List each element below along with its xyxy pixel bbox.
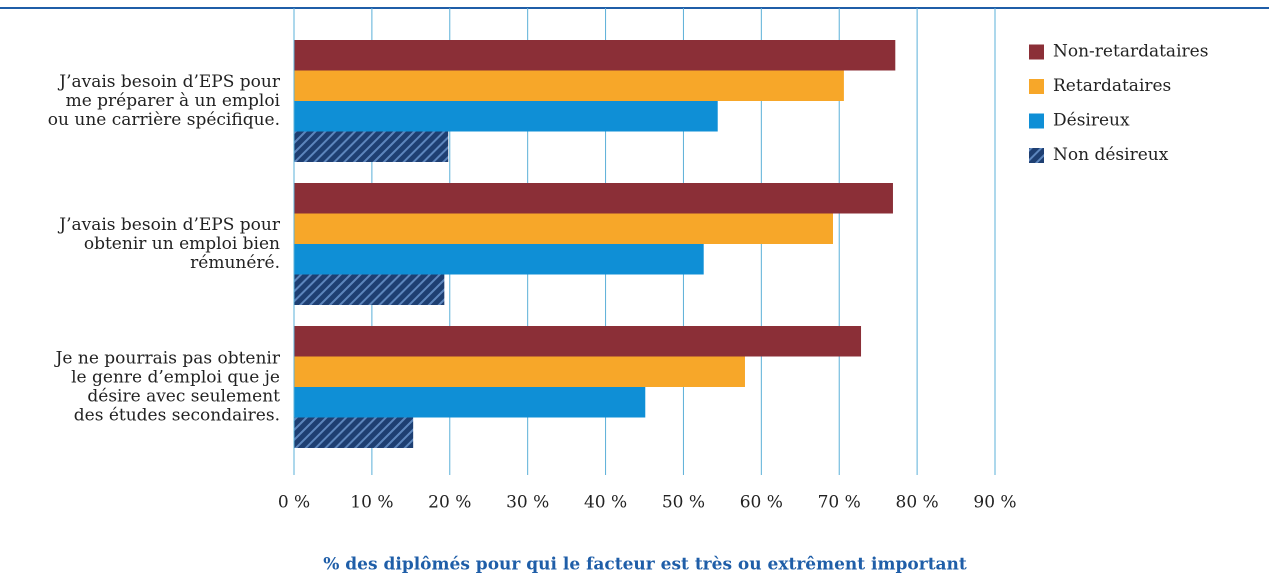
- bar: [294, 326, 862, 357]
- category-line: J’avais besoin d’EPS pour: [57, 215, 281, 235]
- legend-label: Non désireux: [1053, 145, 1169, 165]
- bar: [294, 417, 414, 448]
- legend-label: Retardataires: [1053, 76, 1171, 96]
- x-tick-label: 20 %: [428, 493, 471, 513]
- legend-swatch: [1029, 79, 1044, 94]
- bar: [294, 356, 745, 387]
- category-line: le genre d’emploi que je: [71, 367, 280, 387]
- category-line: obtenir un emploi bien: [84, 234, 280, 254]
- bar: [294, 387, 646, 418]
- bar: [294, 131, 449, 162]
- bar: [294, 213, 833, 244]
- legend-swatch: [1029, 44, 1044, 60]
- legend-swatch: [1029, 148, 1044, 163]
- bar: [294, 101, 718, 132]
- bar: [294, 244, 704, 275]
- x-tick-label: 80 %: [896, 493, 939, 513]
- legend-label: Non-retardataires: [1053, 42, 1208, 62]
- x-tick-label: 30 %: [506, 493, 549, 513]
- x-axis-label: % des diplômés pour qui le facteur est t…: [323, 555, 967, 575]
- legend-swatch: [1029, 113, 1044, 129]
- category-label: J’avais besoin d’EPS pour obtenir un empl…: [57, 215, 281, 273]
- legend-label: Désireux: [1053, 111, 1130, 131]
- bar: [294, 274, 445, 305]
- x-tick-label: 50 %: [662, 493, 705, 513]
- x-tick-label: 40 %: [584, 493, 627, 513]
- x-tick-label: 90 %: [973, 493, 1016, 513]
- category-line: des études secondaires.: [74, 405, 280, 425]
- x-tick-label: 10 %: [350, 493, 393, 513]
- category-line: ou une carrière spécifique.: [48, 110, 280, 130]
- bar: [294, 70, 844, 101]
- category-line: me préparer à un emploi: [66, 91, 281, 111]
- x-tick-label: 0 %: [278, 493, 310, 513]
- category-line: désire avec seulement: [87, 386, 280, 406]
- category-label: Je ne pourrais pas obtenir le genre d’emp…: [54, 348, 281, 425]
- bar: [294, 40, 896, 71]
- category-line: J’avais besoin d’EPS pour: [57, 72, 281, 92]
- bar: [294, 183, 893, 214]
- x-tick-label: 70 %: [818, 493, 861, 513]
- category-line: rémunéré.: [190, 253, 280, 273]
- x-tick-label: 60 %: [740, 493, 783, 513]
- category-line: Je ne pourrais pas obtenir: [54, 348, 281, 368]
- category-label: J’avais besoin d’EPS pour me préparer à u…: [48, 72, 281, 130]
